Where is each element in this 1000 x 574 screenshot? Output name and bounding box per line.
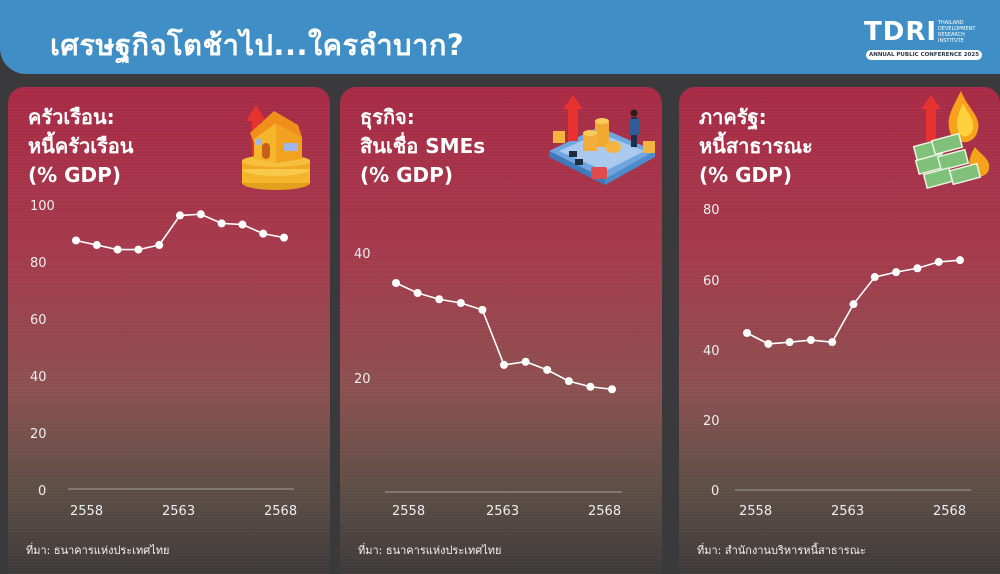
svg-text:60: 60 [703,274,720,289]
panel-title: ภาครัฐ: หนี้สาธารณะ (% GDP) [699,105,813,187]
svg-text:2558: 2558 [739,504,772,519]
svg-text:2568: 2568 [588,504,621,519]
x-axis-labels: 2558 2563 2568 [392,504,621,519]
panel-sme-credit: ธุรกิจ: สินเชื่อ SMEs (% GDP) 40 20 2558… [340,87,662,574]
data-point [806,336,815,345]
panel-public-debt: ภาครัฐ: หนี้สาธารณะ (% GDP) 80 60 40 20 … [679,87,1000,574]
x-axis-labels: 2558 2563 2568 [739,504,966,519]
panel-title: ครัวเรือน: หนี้ครัวเรือน (% GDP) [28,105,134,187]
svg-text:2563: 2563 [162,504,195,519]
svg-text:2568: 2568 [264,504,297,519]
data-point [456,299,465,307]
house-on-coins-icon [242,105,310,190]
sme-credit-line-chart: 40 20 2558 2563 2568 [354,247,622,519]
data-point [828,338,837,347]
svg-text:20: 20 [30,427,47,442]
panel-title: ธุรกิจ: สินเชื่อ SMEs (% GDP) [360,105,486,187]
tdri-logo: TDRI THAILAND DEVELOPMENT RESEARCH INSTI… [862,14,984,64]
data-point [500,360,508,369]
panel-household-debt: ครัวเรือน: หนี้ครัวเรือน (% GDP) 100 80 … [8,87,330,574]
y-axis-labels: 100 80 60 40 20 0 [30,199,55,499]
data-point [785,338,794,347]
data-series [743,256,964,348]
source-note: ที่มา: สำนักงานบริหารหนี้สาธารณะ [697,544,866,557]
burning-money-icon [912,91,990,190]
data-point [72,236,80,245]
x-axis-labels: 2558 2563 2568 [70,504,297,519]
svg-text:40: 40 [703,344,720,359]
svg-text:2563: 2563 [486,504,519,519]
data-point [155,241,164,250]
data-series [72,210,288,254]
data-point [392,279,400,287]
data-point [259,229,268,238]
y-axis-labels: 40 20 [354,247,371,387]
svg-text:20: 20 [354,372,371,387]
data-point [849,300,858,309]
data-point [586,382,595,391]
svg-text:80: 80 [30,256,47,271]
data-point [238,220,247,229]
svg-text:20: 20 [703,414,720,429]
y-axis-labels: 80 60 40 20 0 [703,203,720,499]
data-point [280,233,288,242]
svg-text:60: 60 [30,313,47,328]
series-line [75,213,285,251]
svg-text:2558: 2558 [392,504,425,519]
svg-text:40: 40 [30,370,47,385]
data-point [956,256,964,265]
svg-text:2558: 2558 [70,504,103,519]
data-point [478,305,487,314]
data-point [196,210,205,219]
data-point [92,241,101,250]
svg-text:40: 40 [354,247,371,262]
data-point [564,377,573,386]
conference-badge: ANNUAL PUBLIC CONFERENCE 2025 [866,50,982,60]
svg-text:2568: 2568 [933,504,966,519]
data-point [892,268,901,277]
data-point [608,385,616,394]
data-point [764,339,773,348]
data-point [934,257,943,266]
data-point [743,329,751,338]
public-debt-line-chart: 80 60 40 20 0 2558 2563 2568 [703,203,971,519]
header-banner: เศรษฐกิจโตช้าไป...ใครลำบาก? TDRI THAILAN… [0,0,1000,74]
data-point [435,295,444,304]
logo-subtitle: THAILAND DEVELOPMENT RESEARCH INSTITUTE [938,20,976,44]
logo-wordmark: TDRI [864,17,938,47]
page-title: เศรษฐกิจโตช้าไป...ใครลำบาก? [50,28,465,62]
svg-text:2563: 2563 [831,504,864,519]
svg-text:0: 0 [38,484,46,499]
data-point [543,365,552,374]
data-point [176,211,184,220]
data-point [134,245,143,254]
svg-text:100: 100 [30,199,55,214]
data-point [913,264,922,273]
data-point [870,273,879,282]
data-point [113,245,122,254]
svg-text:0: 0 [711,484,719,499]
sme-business-coins-icon [549,95,655,185]
data-point [413,289,422,297]
data-point [521,357,530,366]
data-series [392,279,616,394]
source-note: ที่มา: ธนาคารแห่งประเทศไทย [358,544,502,557]
household-debt-line-chart: 100 80 60 40 20 0 2558 2563 2568 [30,199,297,519]
svg-text:80: 80 [703,203,720,218]
series-line [395,282,613,391]
data-point [217,219,226,228]
source-note: ที่มา: ธนาคารแห่งประเทศไทย [26,544,170,557]
